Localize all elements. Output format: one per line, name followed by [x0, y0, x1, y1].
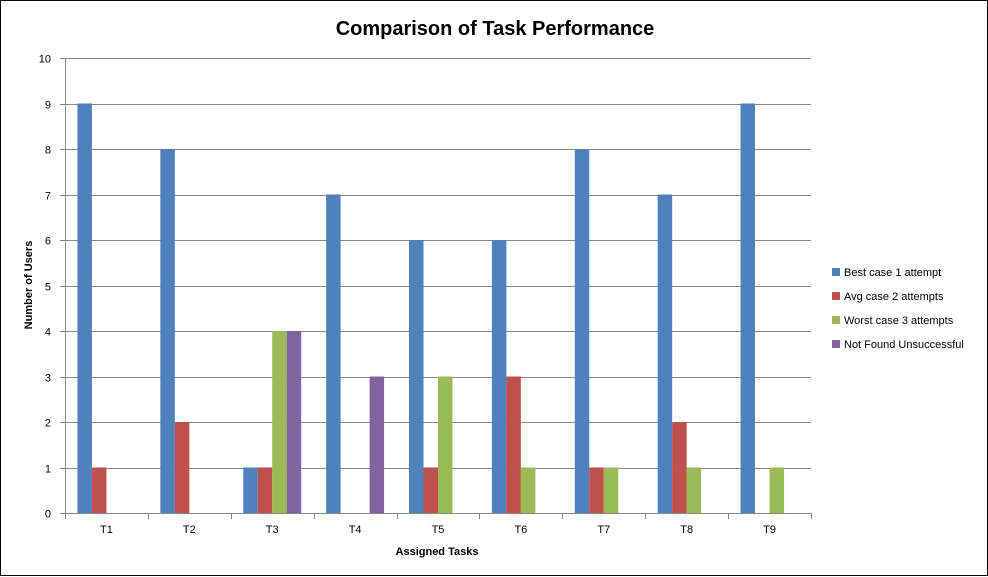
x-axis-title: Assigned Tasks: [396, 546, 479, 558]
legend-swatch: [832, 268, 840, 276]
x-tick-label: T5: [432, 524, 445, 536]
y-tick-label: 7: [45, 191, 51, 203]
bar-t2-series-1: [160, 149, 175, 513]
bar-t3-series-3: [272, 331, 287, 513]
bar-t1-series-1: [77, 103, 92, 513]
bar-t9-series-1: [740, 103, 756, 513]
bar-t3-series-4: [286, 331, 302, 513]
bar-t1-series-2: [91, 467, 107, 513]
y-tick-label: 2: [45, 418, 51, 430]
x-tick-label: T8: [680, 524, 693, 536]
bar-t8-series-3: [686, 467, 702, 513]
bar-t5-series-3: [438, 376, 453, 513]
bar-t8-series-2: [672, 422, 687, 513]
legend-label: Worst case 3 attempts: [844, 315, 954, 327]
bar-t3-series-2: [257, 467, 273, 513]
x-tick-label: T9: [763, 524, 776, 536]
bar-t5-series-2: [423, 467, 438, 513]
x-tick-label: T6: [514, 524, 527, 536]
x-tick-label: T4: [349, 524, 362, 536]
y-tick-label: 1: [45, 464, 51, 476]
y-tick-label: 10: [39, 54, 51, 66]
bar-t7-series-2: [589, 467, 604, 513]
bar-t7-series-1: [574, 149, 590, 513]
y-tick-label: 4: [45, 327, 51, 339]
bar-t6-series-2: [506, 376, 521, 513]
legend-label: Avg case 2 attempts: [844, 291, 944, 303]
bar-t5-series-1: [409, 240, 424, 513]
bar-t2-series-2: [174, 422, 190, 513]
x-tick-label: T7: [597, 524, 610, 536]
bar-t6-series-3: [520, 467, 536, 513]
legend-label: Not Found Unsuccessful: [844, 339, 964, 351]
x-tick-label: T2: [183, 524, 196, 536]
legend-label: Best case 1 attempt: [844, 267, 941, 279]
bar-t4-series-1: [326, 194, 341, 513]
bar-t8-series-1: [657, 194, 673, 513]
y-tick-labels: 0 1 2 3 4 5 6 7 8 9 10: [39, 54, 51, 521]
bars: [77, 103, 785, 513]
bar-t4-series-4: [369, 376, 385, 513]
x-tick-labels: T1 T2 T3 T4 T5 T6 T7 T8 T9: [100, 524, 776, 536]
legend-swatch: [832, 316, 840, 324]
y-tick-label: 3: [45, 373, 51, 385]
bar-t7-series-3: [603, 467, 619, 513]
chart-title: Comparison of Task Performance: [336, 18, 655, 40]
legend-swatch: [832, 340, 840, 348]
y-tick-label: 9: [45, 100, 51, 112]
bar-t9-series-3: [769, 467, 785, 513]
x-tick-label: T1: [100, 524, 113, 536]
y-tick-label: 0: [45, 509, 51, 521]
bar-t3-series-1: [243, 467, 258, 513]
legend: Best case 1 attempt Avg case 2 attempts Wo…: [832, 267, 964, 351]
y-tick-label: 8: [45, 145, 51, 157]
legend-swatch: [832, 292, 840, 300]
axes: [65, 58, 812, 519]
y-axis-title: Number of Users: [23, 241, 35, 330]
y-tick-label: 6: [45, 236, 51, 248]
x-tick-label: T3: [266, 524, 279, 536]
bar-t6-series-1: [491, 240, 507, 513]
y-tick-label: 5: [45, 282, 51, 294]
